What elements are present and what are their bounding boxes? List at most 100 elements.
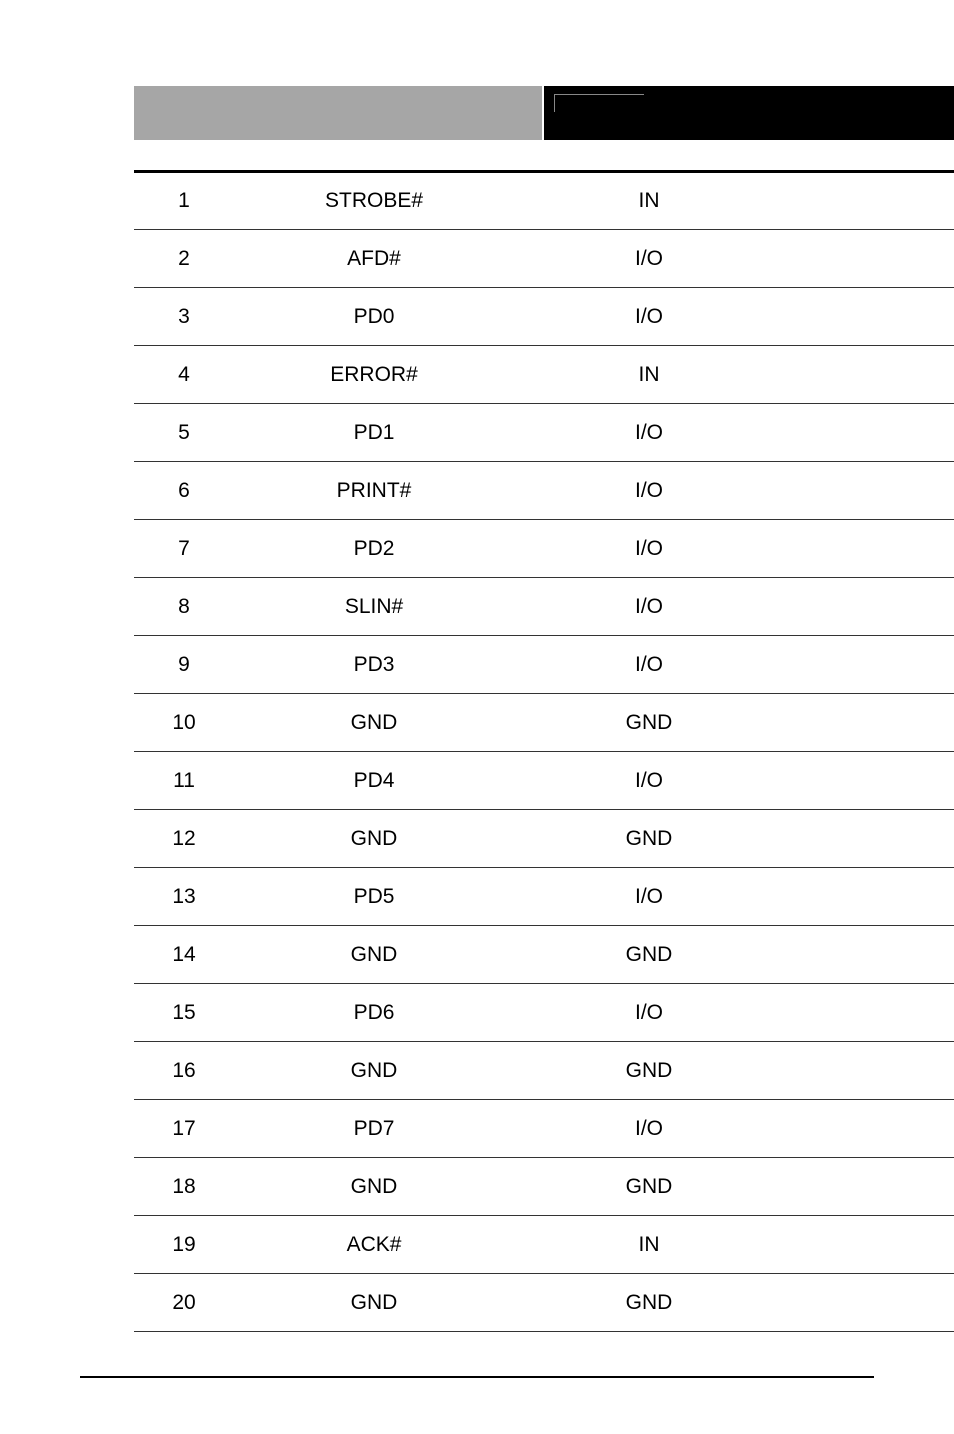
cell-signal: PD7 — [224, 1100, 524, 1158]
cell-direction: I/O — [524, 636, 774, 694]
cell-pin: 10 — [134, 694, 224, 752]
cell-signal: GND — [224, 1042, 524, 1100]
cell-spacer — [774, 288, 954, 346]
cell-signal: SLIN# — [224, 578, 524, 636]
header-bar — [134, 86, 954, 140]
cell-pin: 8 — [134, 578, 224, 636]
header-right-inner-border — [554, 94, 644, 112]
cell-signal: ERROR# — [224, 346, 524, 404]
cell-pin: 18 — [134, 1158, 224, 1216]
cell-direction: I/O — [524, 578, 774, 636]
table-row: 8 SLIN# I/O — [134, 578, 954, 636]
cell-signal: PD5 — [224, 868, 524, 926]
cell-pin: 11 — [134, 752, 224, 810]
cell-spacer — [774, 636, 954, 694]
cell-signal: PD3 — [224, 636, 524, 694]
table-row: 18 GND GND — [134, 1158, 954, 1216]
cell-spacer — [774, 926, 954, 984]
cell-direction: IN — [524, 172, 774, 230]
cell-pin: 5 — [134, 404, 224, 462]
cell-pin: 1 — [134, 172, 224, 230]
cell-direction: IN — [524, 346, 774, 404]
table-row: 7 PD2 I/O — [134, 520, 954, 578]
table-row: 10 GND GND — [134, 694, 954, 752]
table-row: 13 PD5 I/O — [134, 868, 954, 926]
cell-spacer — [774, 172, 954, 230]
footer-divider — [80, 1376, 874, 1378]
cell-signal: PRINT# — [224, 462, 524, 520]
pinout-table-body: 1 STROBE# IN 2 AFD# I/O 3 PD0 I/O — [134, 172, 954, 1332]
cell-spacer — [774, 230, 954, 288]
cell-direction: GND — [524, 1158, 774, 1216]
cell-signal: PD6 — [224, 984, 524, 1042]
table-row: 20 GND GND — [134, 1274, 954, 1332]
cell-spacer — [774, 868, 954, 926]
cell-spacer — [774, 1216, 954, 1274]
header-right-cell — [544, 86, 954, 140]
cell-spacer — [774, 984, 954, 1042]
cell-direction: I/O — [524, 868, 774, 926]
cell-signal: GND — [224, 694, 524, 752]
table-row: 17 PD7 I/O — [134, 1100, 954, 1158]
cell-direction: GND — [524, 1274, 774, 1332]
cell-pin: 6 — [134, 462, 224, 520]
cell-direction: I/O — [524, 230, 774, 288]
cell-direction: I/O — [524, 288, 774, 346]
table-row: 16 GND GND — [134, 1042, 954, 1100]
cell-direction: I/O — [524, 1100, 774, 1158]
cell-spacer — [774, 752, 954, 810]
page-wrapper: 1 STROBE# IN 2 AFD# I/O 3 PD0 I/O — [0, 0, 954, 1434]
cell-spacer — [774, 404, 954, 462]
cell-pin: 14 — [134, 926, 224, 984]
cell-signal: GND — [224, 926, 524, 984]
cell-pin: 2 — [134, 230, 224, 288]
table-row: 2 AFD# I/O — [134, 230, 954, 288]
pinout-table-container: 1 STROBE# IN 2 AFD# I/O 3 PD0 I/O — [134, 170, 954, 1332]
cell-pin: 17 — [134, 1100, 224, 1158]
pinout-table: 1 STROBE# IN 2 AFD# I/O 3 PD0 I/O — [134, 170, 954, 1332]
table-row: 4 ERROR# IN — [134, 346, 954, 404]
cell-pin: 3 — [134, 288, 224, 346]
cell-direction: GND — [524, 810, 774, 868]
cell-pin: 12 — [134, 810, 224, 868]
header-left-cell — [134, 86, 544, 140]
cell-signal: GND — [224, 1158, 524, 1216]
cell-direction: I/O — [524, 984, 774, 1042]
cell-direction: I/O — [524, 404, 774, 462]
cell-spacer — [774, 1100, 954, 1158]
cell-direction: I/O — [524, 752, 774, 810]
cell-spacer — [774, 1274, 954, 1332]
cell-signal: PD1 — [224, 404, 524, 462]
cell-direction: GND — [524, 694, 774, 752]
cell-direction: IN — [524, 1216, 774, 1274]
cell-signal: GND — [224, 1274, 524, 1332]
cell-signal: PD2 — [224, 520, 524, 578]
table-row: 5 PD1 I/O — [134, 404, 954, 462]
cell-spacer — [774, 1042, 954, 1100]
cell-pin: 15 — [134, 984, 224, 1042]
cell-pin: 19 — [134, 1216, 224, 1274]
cell-pin: 7 — [134, 520, 224, 578]
cell-signal: AFD# — [224, 230, 524, 288]
table-row: 19 ACK# IN — [134, 1216, 954, 1274]
cell-pin: 20 — [134, 1274, 224, 1332]
cell-signal: PD4 — [224, 752, 524, 810]
table-row: 12 GND GND — [134, 810, 954, 868]
table-row: 3 PD0 I/O — [134, 288, 954, 346]
cell-signal: GND — [224, 810, 524, 868]
cell-spacer — [774, 810, 954, 868]
cell-spacer — [774, 520, 954, 578]
cell-pin: 13 — [134, 868, 224, 926]
cell-signal: ACK# — [224, 1216, 524, 1274]
cell-direction: I/O — [524, 462, 774, 520]
cell-pin: 4 — [134, 346, 224, 404]
cell-signal: PD0 — [224, 288, 524, 346]
cell-pin: 16 — [134, 1042, 224, 1100]
cell-spacer — [774, 462, 954, 520]
cell-spacer — [774, 1158, 954, 1216]
cell-spacer — [774, 578, 954, 636]
table-row: 14 GND GND — [134, 926, 954, 984]
cell-spacer — [774, 694, 954, 752]
cell-direction: GND — [524, 926, 774, 984]
cell-direction: I/O — [524, 520, 774, 578]
